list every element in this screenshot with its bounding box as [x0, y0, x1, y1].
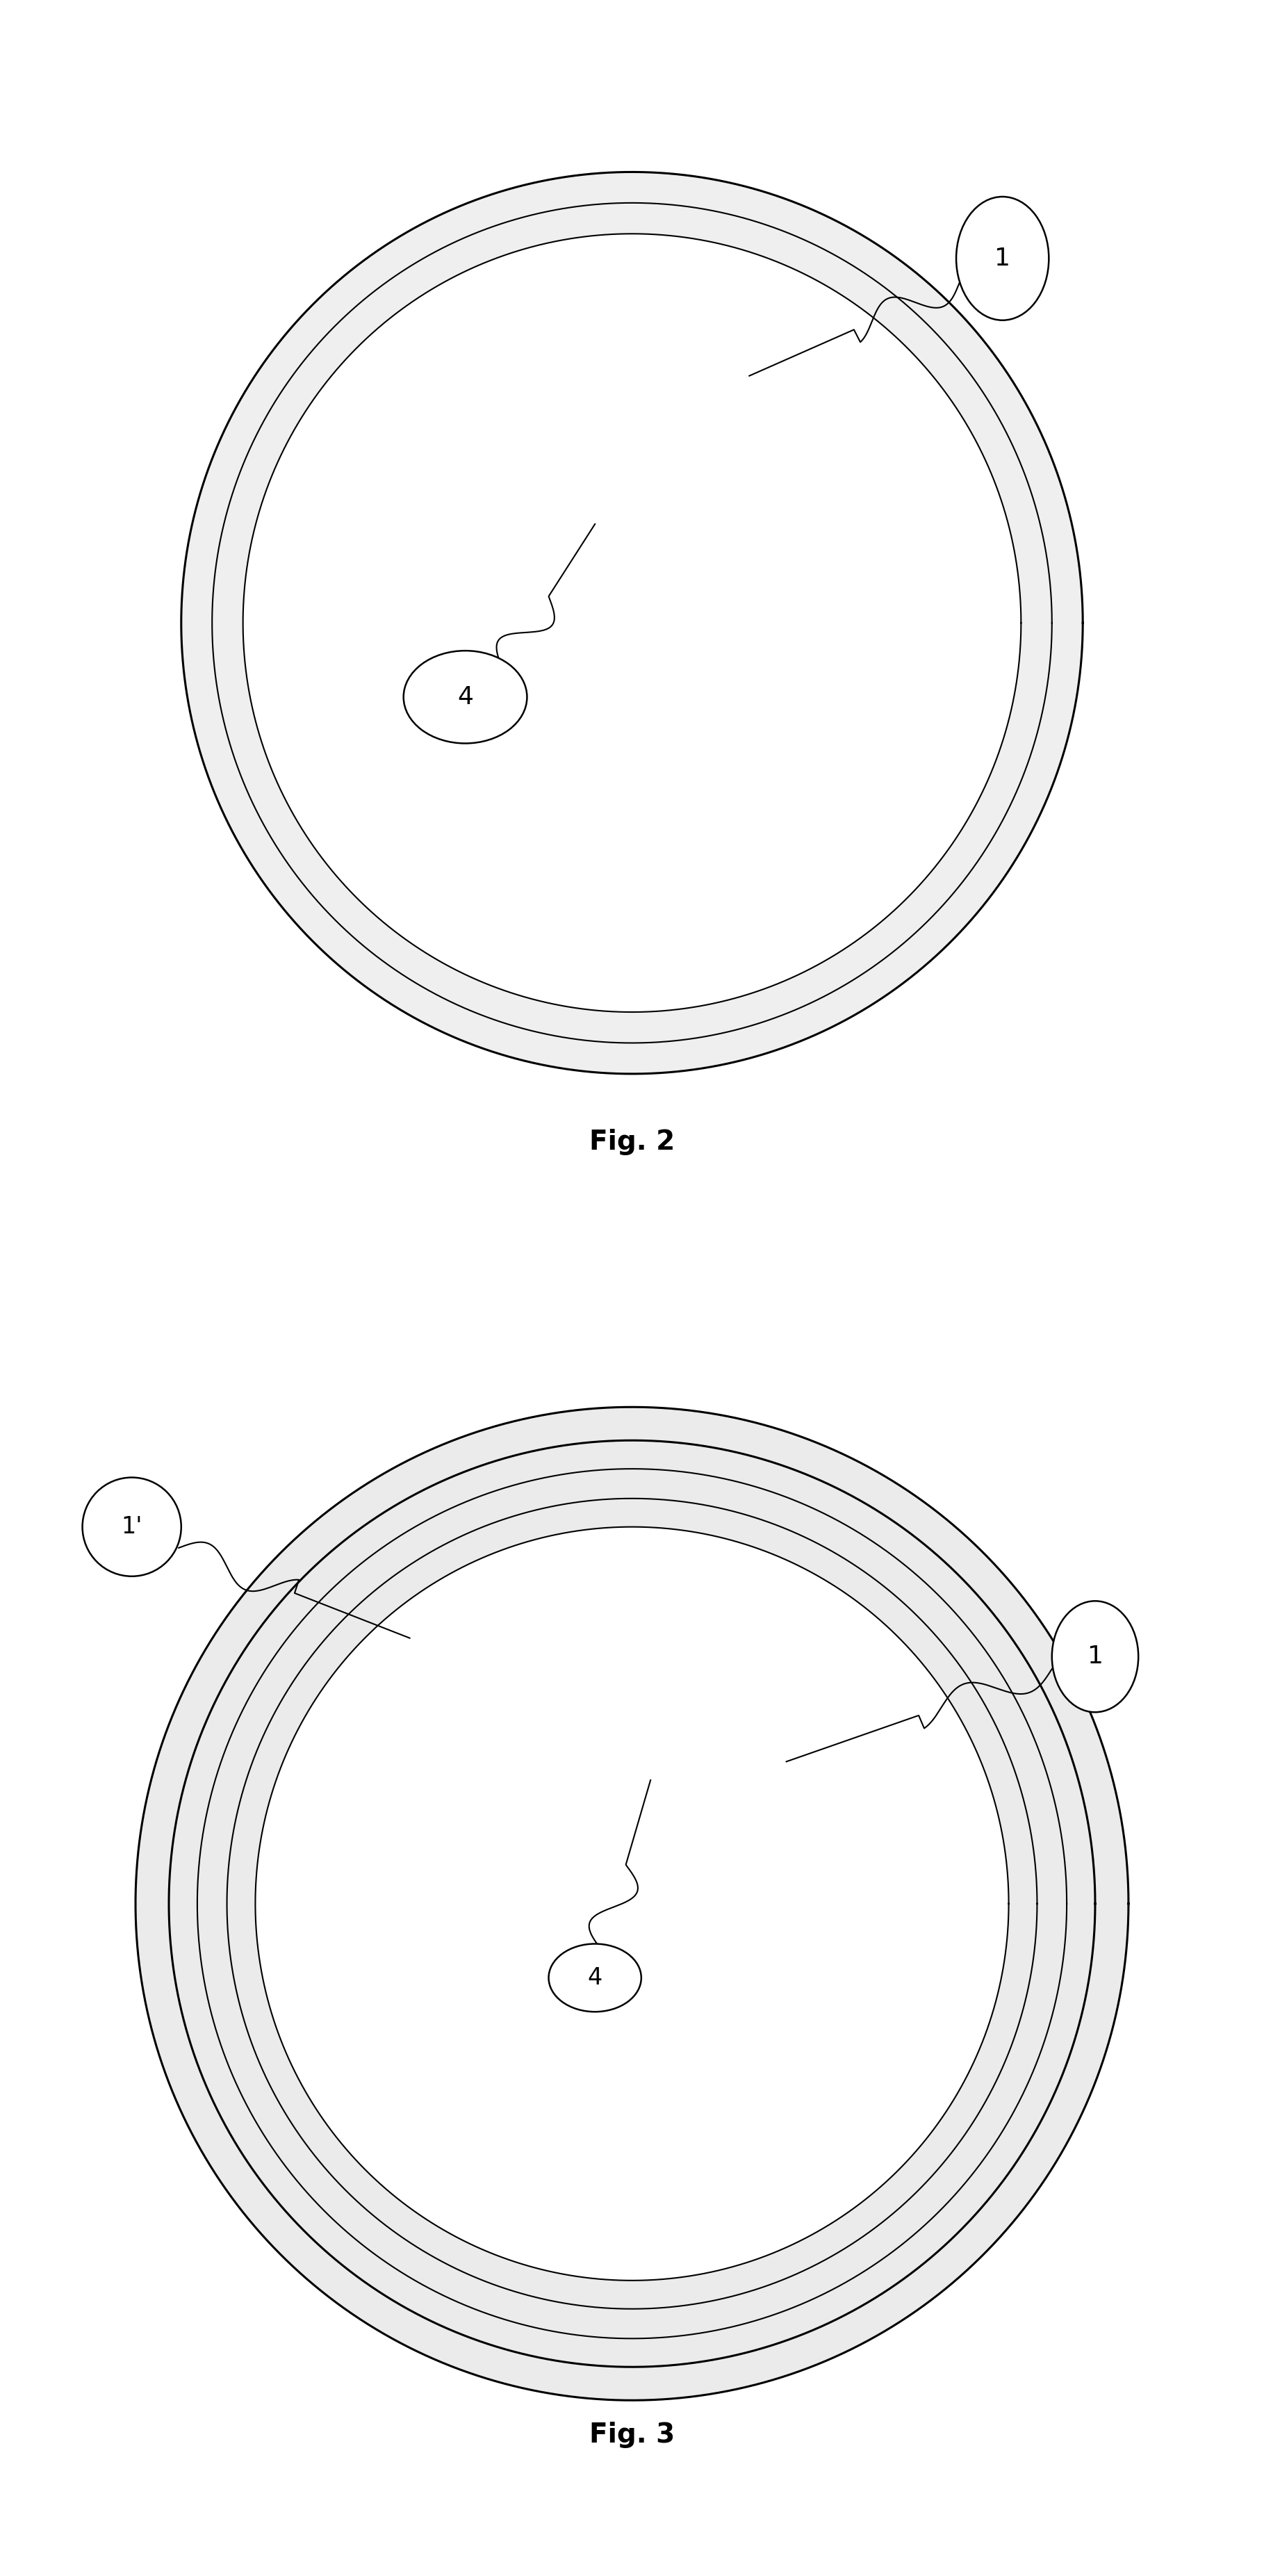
- Polygon shape: [181, 173, 1083, 1074]
- Polygon shape: [135, 1406, 1129, 2401]
- Text: 1: 1: [995, 247, 1010, 270]
- Ellipse shape: [956, 196, 1049, 319]
- Ellipse shape: [1052, 1602, 1139, 1713]
- Ellipse shape: [549, 1945, 641, 2012]
- Ellipse shape: [403, 652, 527, 744]
- Text: 1: 1: [1087, 1643, 1103, 1669]
- Ellipse shape: [82, 1479, 181, 1577]
- Text: Fig. 2: Fig. 2: [589, 1128, 675, 1154]
- Text: 4: 4: [588, 1965, 603, 1989]
- Text: 1': 1': [121, 1515, 143, 1538]
- Text: 4: 4: [458, 685, 473, 708]
- Text: Fig. 3: Fig. 3: [589, 2421, 675, 2447]
